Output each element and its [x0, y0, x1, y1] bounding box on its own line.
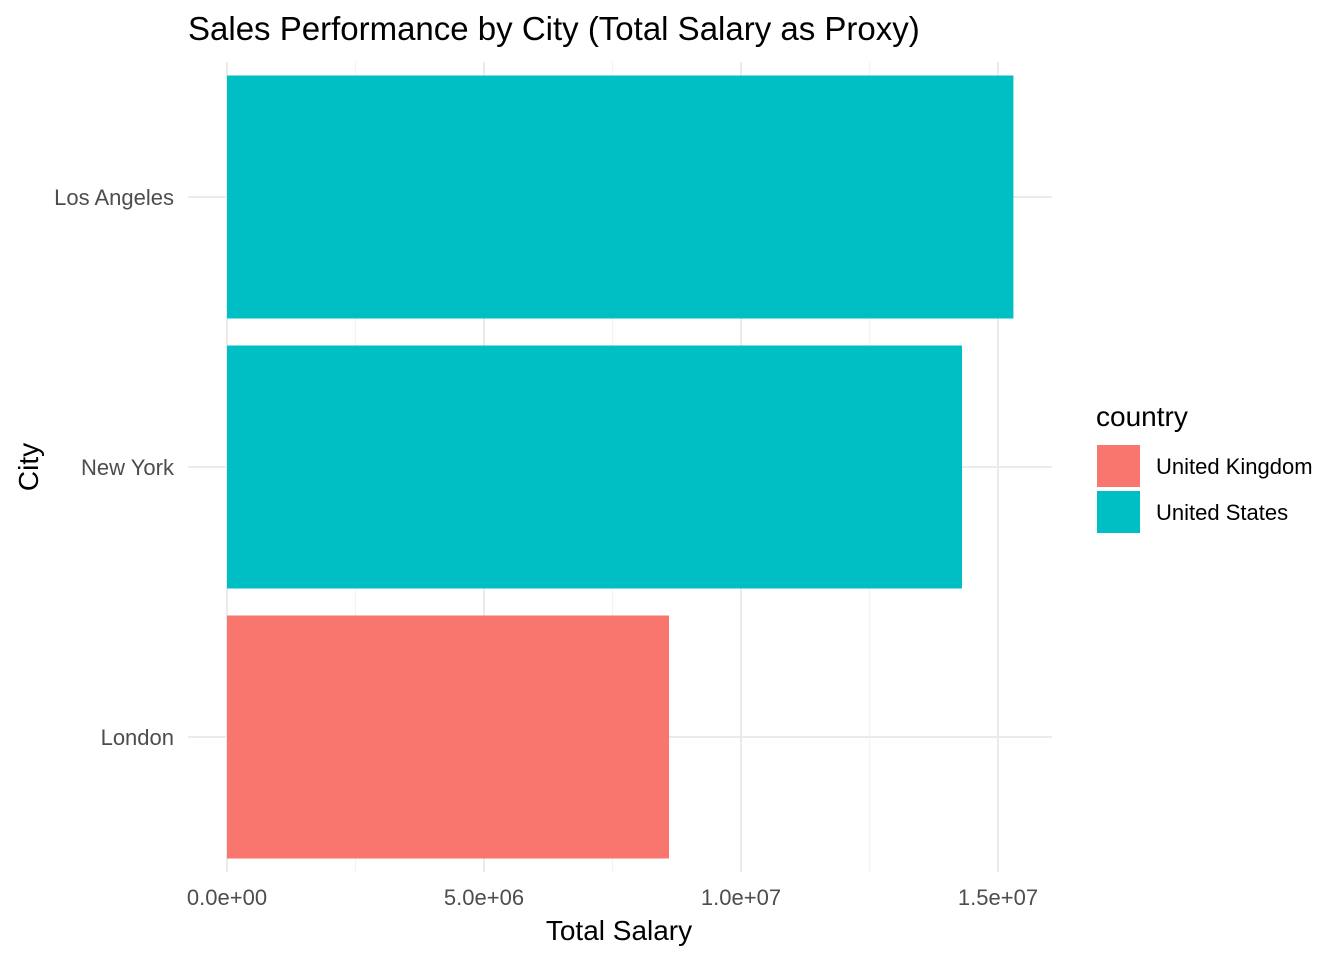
legend-swatch: [1097, 445, 1140, 487]
chart-title: Sales Performance by City (Total Salary …: [188, 10, 920, 47]
bars: [227, 75, 1014, 859]
x-tick-label: 0.0e+00: [187, 885, 267, 910]
x-tick-label: 5.0e+06: [444, 885, 524, 910]
y-axis-ticks: London New York Los Angeles: [54, 185, 175, 750]
x-tick-label: 1.5e+07: [958, 885, 1038, 910]
y-tick-label: Los Angeles: [54, 185, 174, 210]
legend: country United Kingdom United States: [1096, 401, 1313, 533]
y-tick-label: London: [101, 725, 174, 750]
y-tick-label: New York: [81, 455, 175, 480]
legend-label: United Kingdom: [1156, 454, 1313, 479]
bar-london: [227, 615, 670, 859]
x-axis-title: Total Salary: [546, 915, 692, 946]
legend-swatch: [1097, 491, 1140, 533]
legend-label: United States: [1156, 500, 1288, 525]
y-axis-title: City: [13, 443, 44, 491]
bar-new-york: [227, 345, 963, 589]
legend-title: country: [1096, 401, 1188, 432]
x-tick-label: 1.0e+07: [701, 885, 781, 910]
x-axis-ticks: 0.0e+00 5.0e+06 1.0e+07 1.5e+07: [187, 885, 1038, 910]
bar-los-angeles: [227, 75, 1014, 319]
